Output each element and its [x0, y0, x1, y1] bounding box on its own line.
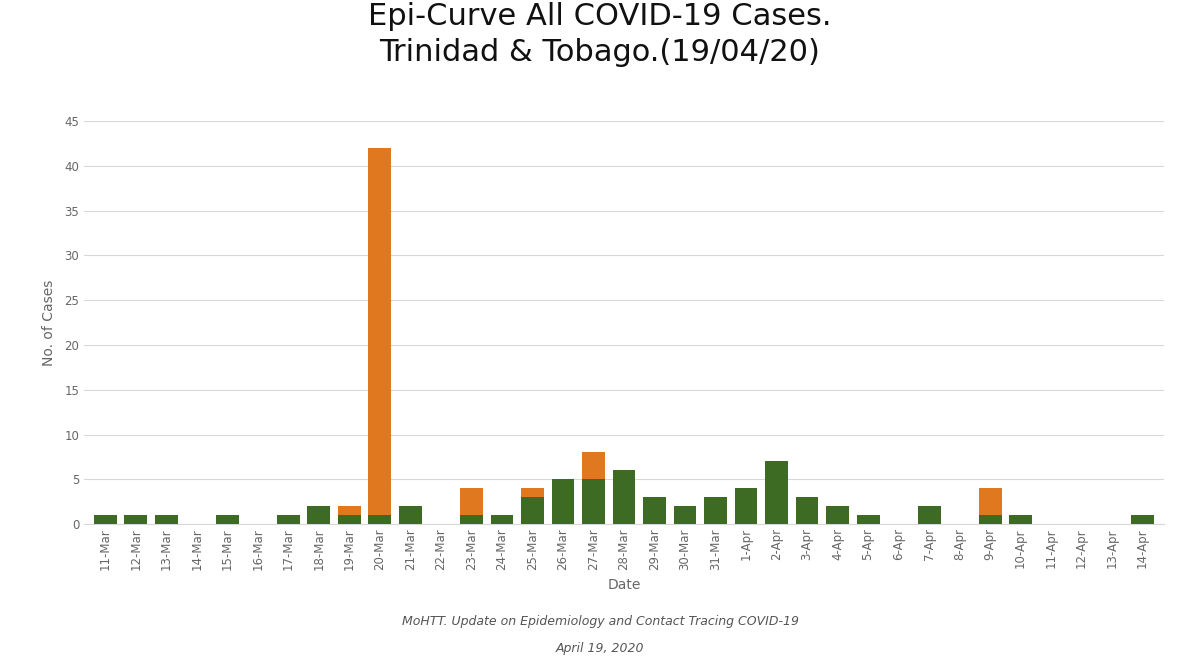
- Bar: [368, 515, 391, 524]
- Bar: [918, 506, 941, 524]
- Bar: [766, 462, 788, 524]
- Bar: [491, 515, 514, 524]
- Text: MoHTT. Update on Epidemiology and Contact Tracing COVID-19: MoHTT. Update on Epidemiology and Contac…: [402, 615, 798, 628]
- Y-axis label: No. of Cases: No. of Cases: [42, 280, 56, 366]
- X-axis label: Date: Date: [607, 579, 641, 593]
- Bar: [368, 148, 391, 515]
- Bar: [582, 479, 605, 524]
- Bar: [734, 489, 757, 524]
- Bar: [125, 515, 148, 524]
- Bar: [643, 497, 666, 524]
- Bar: [338, 515, 361, 524]
- Bar: [673, 506, 696, 524]
- Text: April 19, 2020: April 19, 2020: [556, 642, 644, 655]
- Bar: [1132, 515, 1154, 524]
- Bar: [94, 515, 116, 524]
- Bar: [398, 506, 422, 524]
- Bar: [460, 515, 482, 524]
- Bar: [796, 497, 818, 524]
- Bar: [1009, 515, 1032, 524]
- Bar: [338, 506, 361, 515]
- Bar: [552, 479, 575, 524]
- Bar: [216, 515, 239, 524]
- Bar: [521, 489, 544, 497]
- Bar: [460, 489, 482, 515]
- Bar: [307, 506, 330, 524]
- Text: Epi-Curve All COVID-19 Cases.
Trinidad & Tobago.(19/04/20): Epi-Curve All COVID-19 Cases. Trinidad &…: [368, 2, 832, 67]
- Bar: [582, 452, 605, 479]
- Bar: [704, 497, 727, 524]
- Bar: [979, 489, 1002, 515]
- Bar: [521, 497, 544, 524]
- Bar: [612, 470, 636, 524]
- Bar: [155, 515, 178, 524]
- Bar: [277, 515, 300, 524]
- Bar: [857, 515, 880, 524]
- Bar: [979, 515, 1002, 524]
- Bar: [826, 506, 850, 524]
